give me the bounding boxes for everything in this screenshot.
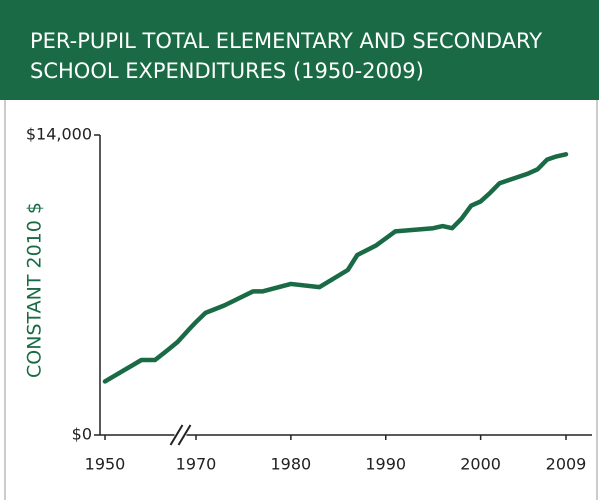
x-tick-label: 1970: [176, 455, 217, 474]
x-tick-label: 1990: [365, 455, 406, 474]
x-tick-label: 2000: [460, 455, 501, 474]
x-tick-label: 1950: [85, 455, 126, 474]
y-tick-label: $14,000: [26, 125, 92, 144]
chart-title: PER-PUPIL TOTAL ELEMENTARY AND SECONDARY: [30, 29, 542, 53]
axis-break-gap: [174, 432, 187, 438]
header-band: [0, 0, 599, 100]
axis-break: [177, 424, 192, 446]
y-tick-label: $0: [72, 425, 92, 444]
data-line: [102, 152, 569, 384]
axis-break: [169, 424, 184, 446]
chart-title: SCHOOL EXPENDITURES (1950-2009): [30, 59, 424, 83]
x-tick-label: 2009: [546, 455, 587, 474]
y-axis-label: CONSTANT 2010 $: [24, 202, 46, 378]
x-tick-label: 1980: [271, 455, 312, 474]
